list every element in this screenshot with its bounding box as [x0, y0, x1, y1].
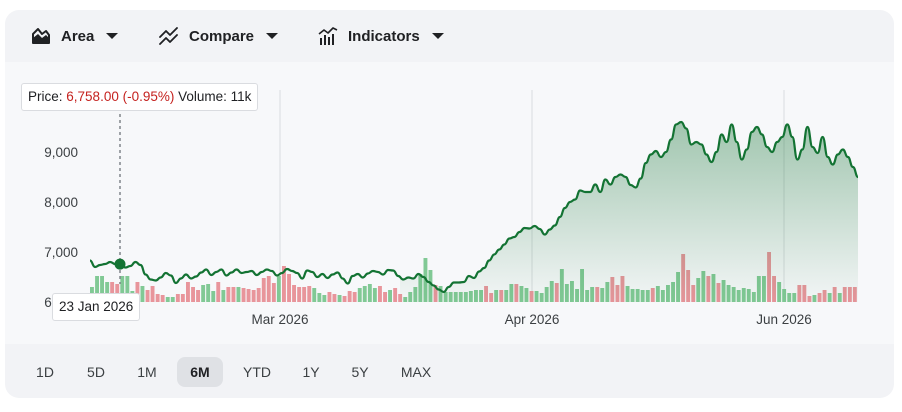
volume-bar [236, 287, 241, 302]
volume-bar [105, 282, 110, 302]
volume-bar [292, 285, 296, 302]
range-max[interactable]: MAX [400, 364, 432, 380]
volume-bar [372, 288, 377, 302]
range-1y[interactable]: 1Y [302, 364, 320, 380]
price-value: 6,758.00 (-0.95%) [66, 89, 175, 104]
volume-bar [140, 286, 145, 302]
volume-bar [312, 288, 317, 302]
volume-bar [317, 293, 322, 302]
hover-point [114, 258, 126, 270]
volume-bar [352, 292, 357, 302]
range-5y[interactable]: 5Y [351, 364, 369, 380]
volume-bar [216, 282, 221, 302]
volume-bar [241, 288, 246, 302]
volume-bar [120, 276, 125, 302]
volume-bar [327, 292, 332, 302]
volume-bar [302, 287, 307, 302]
volume-bar [211, 291, 216, 302]
volume-bar [180, 294, 185, 302]
volume-bar [251, 290, 256, 302]
volume-bar [221, 290, 226, 302]
volume-bar [367, 284, 372, 302]
volume-bar [388, 290, 392, 302]
volume-bar [160, 295, 165, 302]
volume-bar [271, 283, 276, 302]
x-tick-label: Apr 2026 [505, 312, 560, 327]
volume-bar [246, 289, 251, 302]
volume-bar [135, 282, 140, 302]
volume-bar [393, 288, 398, 302]
volume-bar [322, 295, 327, 302]
volume-bar [256, 288, 261, 302]
range-6m[interactable]: 6M [177, 357, 223, 387]
chart-type-label: Area [61, 27, 95, 45]
volume-bar [110, 282, 115, 302]
volume-bar [297, 287, 302, 302]
compare-icon [159, 27, 178, 45]
chevron-down-icon [106, 33, 119, 39]
volume-bar [231, 287, 236, 302]
indicators-button[interactable]: Indicators [318, 22, 444, 50]
range-1d[interactable]: 1D [36, 364, 54, 380]
date-tooltip: 23 Jan 2026 [52, 293, 141, 321]
price-label: Price: [28, 89, 63, 104]
volume-value: 11k [230, 89, 252, 104]
area-chart-icon [32, 28, 50, 44]
indicators-label: Indicators [348, 27, 420, 45]
indicators-icon [318, 27, 338, 45]
volume-bar [383, 292, 387, 302]
volume-bar [165, 297, 170, 302]
compare-button[interactable]: Compare [159, 22, 279, 50]
volume-bar [287, 274, 291, 302]
volume-bar [362, 286, 367, 302]
volume-bar [342, 296, 347, 302]
range-selector: 1D 5D 1M 6M YTD 1Y 5Y MAX [5, 346, 894, 398]
volume-bar [307, 286, 312, 302]
volume-bar [196, 290, 200, 302]
chevron-down-icon [431, 33, 444, 39]
volume-bar [155, 294, 160, 302]
price-area-fill [400, 122, 858, 302]
volume-bar [206, 284, 211, 302]
price-line [89, 120, 859, 294]
volume-bar [276, 276, 281, 302]
chart-type-button[interactable]: Area [31, 22, 119, 50]
volume-bar [95, 276, 99, 302]
volume-bar [378, 286, 382, 302]
range-1m[interactable]: 1M [137, 364, 157, 380]
stock-chart-card: Area Compare Indicators [5, 10, 894, 398]
volume-bar [266, 276, 271, 302]
volume-bar [282, 266, 286, 302]
volume-bar [100, 276, 104, 302]
y-tick-label: 9,000 [44, 145, 78, 160]
y-tick-label: 7,000 [44, 245, 78, 260]
volume-bar [170, 297, 175, 302]
volume-bar [337, 295, 342, 302]
volume-bar [150, 286, 155, 302]
volume-label: Volume: [178, 89, 227, 104]
volume-bar [125, 276, 130, 302]
volume-bar [145, 290, 150, 302]
price-tooltip: Price: 6,758.00 (-0.95%) Volume: 11k [21, 83, 259, 111]
range-ytd[interactable]: YTD [243, 364, 271, 380]
chart-toolbar: Area Compare Indicators [5, 10, 894, 62]
volume-bar [226, 287, 231, 302]
volume-bar [261, 278, 266, 302]
volume-bar [175, 294, 180, 302]
x-tick-label: Jun 2026 [756, 312, 812, 327]
volume-bar [201, 285, 206, 302]
volume-bar [357, 288, 362, 302]
volume-bar [191, 287, 195, 302]
compare-label: Compare [189, 27, 255, 45]
volume-bar [347, 291, 352, 302]
x-tick-label: Mar 2026 [251, 312, 308, 327]
volume-bar [332, 294, 337, 302]
range-5d[interactable]: 5D [87, 364, 105, 380]
chevron-down-icon [266, 33, 279, 39]
volume-bar [186, 282, 190, 302]
y-tick-label: 8,000 [44, 195, 78, 210]
